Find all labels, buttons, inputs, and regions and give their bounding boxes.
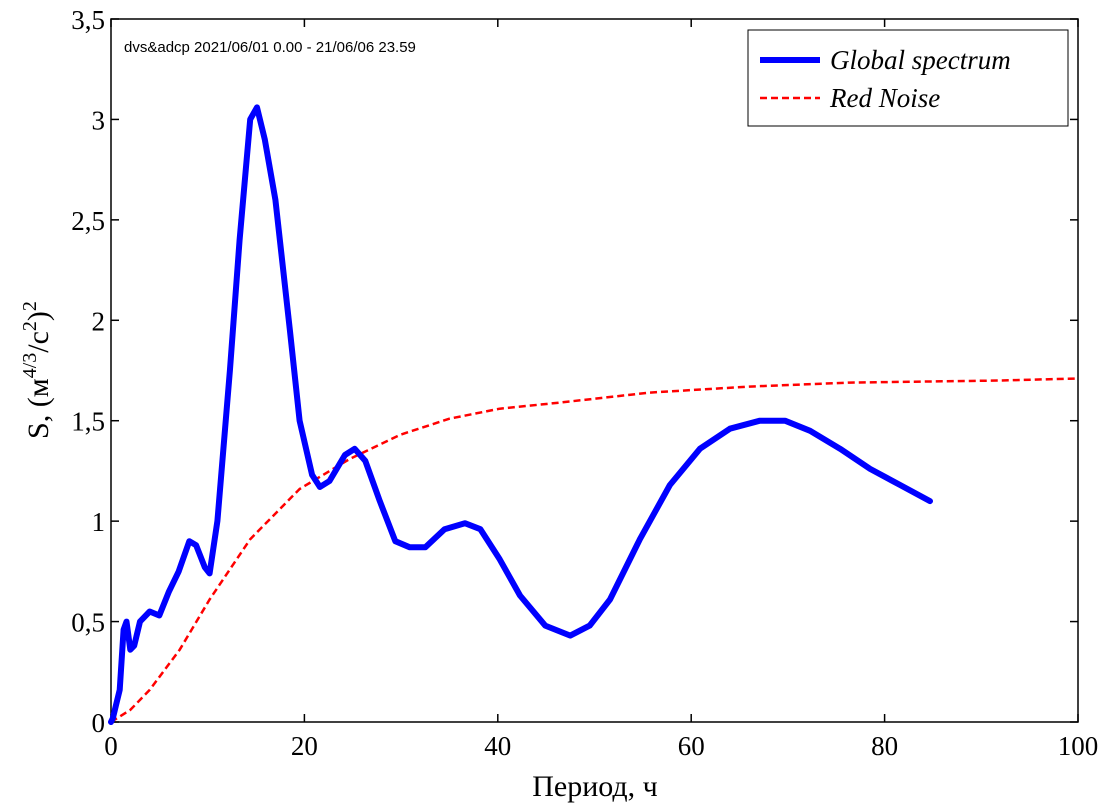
- x-tick-label: 60: [678, 731, 705, 761]
- y-tick-label: 1,5: [71, 407, 105, 437]
- y-tick-label: 0,5: [71, 608, 105, 638]
- x-tick-label: 80: [871, 731, 898, 761]
- plot-area: [110, 18, 1079, 723]
- y-tick-label: 3,5: [71, 5, 105, 35]
- y-axis-label: S, (м4/3/c2)2: [19, 301, 55, 439]
- legend: Global spectrum Red Noise: [747, 29, 1069, 127]
- x-tick-label: 20: [291, 731, 318, 761]
- legend-label-red: Red Noise: [829, 83, 940, 113]
- x-tick-label: 0: [104, 731, 118, 761]
- x-tick-label: 100: [1058, 731, 1099, 761]
- y-tick-label: 2,5: [71, 206, 105, 236]
- y-tick-label: 1: [92, 507, 106, 537]
- y-tick-label: 2: [92, 306, 106, 336]
- x-axis-label: Период, ч: [532, 770, 658, 803]
- y-tick-label: 0: [92, 708, 106, 738]
- x-tick-label: 40: [484, 731, 511, 761]
- chart-annotation: dvs&adcp 2021/06/01 0.00 - 21/06/06 23.5…: [124, 39, 416, 56]
- series-line-red-noise: [110, 377, 1079, 724]
- y-tick-label: 3: [92, 105, 106, 135]
- legend-label-global: Global spectrum: [830, 45, 1011, 75]
- legend-box: [747, 29, 1069, 127]
- series-line-global-spectrum: [108, 104, 933, 725]
